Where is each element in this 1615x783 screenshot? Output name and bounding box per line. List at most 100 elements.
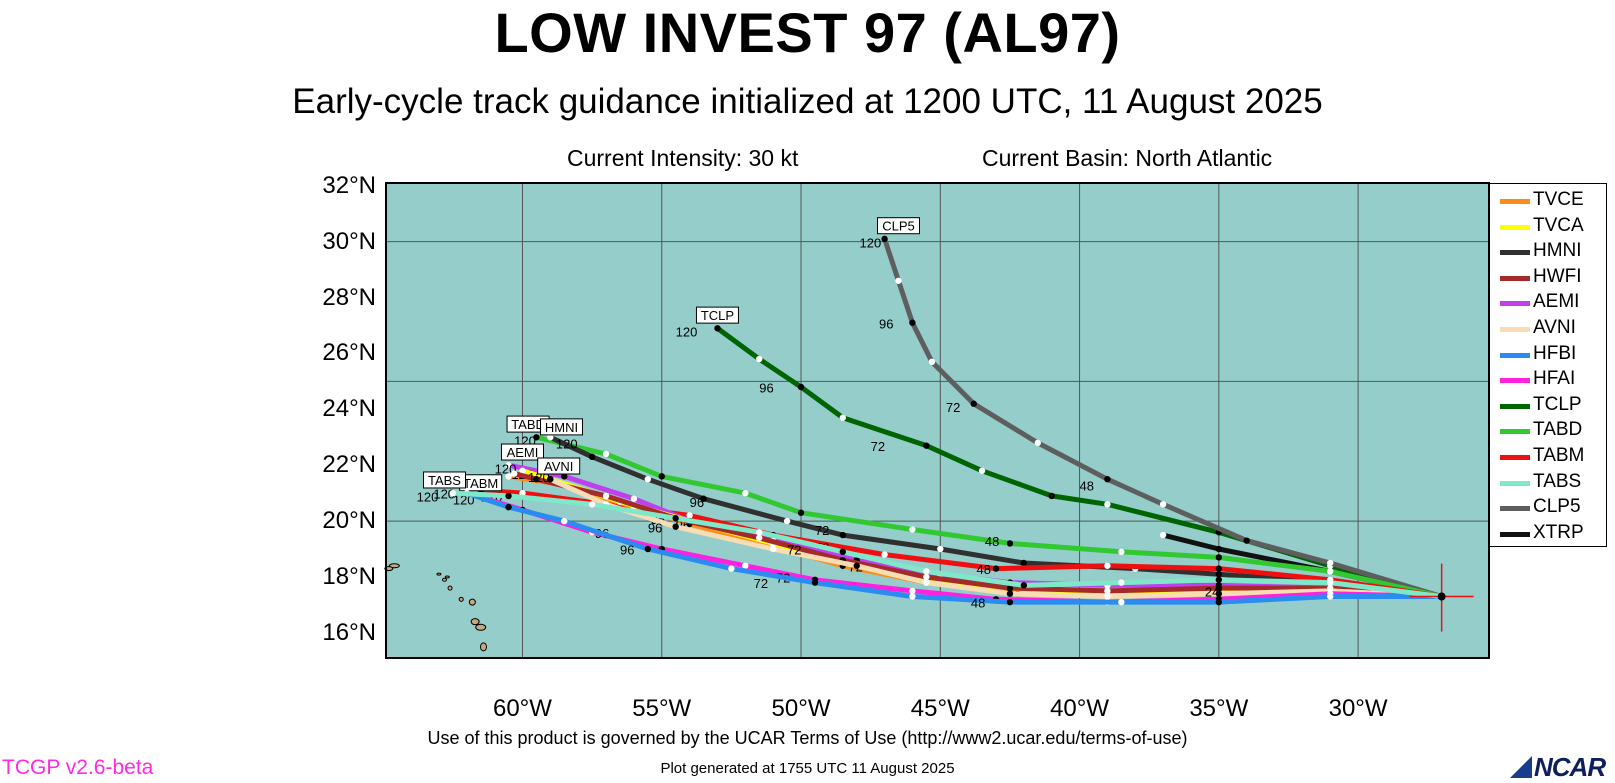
track-tag-box [877, 217, 921, 235]
legend-item-tabs: TABS [1490, 470, 1606, 496]
track-point [937, 545, 944, 553]
legend-swatch [1500, 327, 1530, 332]
track-point [714, 325, 721, 332]
legend-label: TVCA [1533, 214, 1584, 236]
forecast-hour-label: 120 [495, 462, 517, 477]
track-point [658, 473, 665, 480]
legend-label: AEMI [1533, 291, 1580, 313]
track-point [1215, 584, 1223, 592]
ncar-logo-mark [1510, 756, 1532, 778]
track-point [1215, 565, 1223, 572]
track-point [561, 473, 568, 480]
track-point [1020, 559, 1028, 567]
longitude-tick-label: 45°W [910, 695, 970, 722]
longitude-tick-label: 60°W [492, 695, 552, 722]
terms-of-use: Use of this product is governed by the U… [427, 728, 1188, 748]
track-tag-label: TABS [428, 473, 461, 488]
track-point [510, 470, 518, 477]
track-point [839, 414, 846, 421]
track-point [1215, 590, 1223, 597]
island-shape [441, 577, 447, 582]
latitude-tick-label: 28°N [322, 283, 376, 311]
model-legend: TVCE TVCA HMNI HWFI AEMI AVNI HFBI HFAI TCLP TABD… [1489, 183, 1607, 547]
track-point [1327, 579, 1334, 586]
track-point [895, 277, 902, 284]
track-point [811, 579, 819, 586]
track-point [923, 442, 930, 449]
track-point [449, 489, 457, 497]
legend-item-clp5: CLP5 [1490, 495, 1606, 521]
legend-item-tabm: TABM [1490, 444, 1606, 470]
track-point [1327, 593, 1334, 600]
legend-label: HMNI [1533, 240, 1582, 262]
island-shape [479, 642, 487, 652]
legend-label: TABM [1533, 445, 1585, 466]
track-hfbi [464, 490, 1445, 605]
track-point [519, 467, 526, 474]
track-point [797, 383, 805, 391]
forecast-hour-label: 96 [648, 520, 662, 535]
latitude-tick-label: 32°N [322, 171, 376, 199]
track-point [728, 565, 735, 572]
legend-swatch [1500, 250, 1530, 256]
track-point [1118, 579, 1125, 586]
legend-swatch [1500, 429, 1530, 435]
legend-label: TABS [1533, 470, 1582, 492]
forecast-hour-label: 48 [971, 596, 985, 611]
track-point [1215, 598, 1223, 606]
island-shape [468, 598, 476, 606]
track-point [1215, 570, 1223, 578]
track-tag-label: HMNI [545, 420, 578, 435]
legend-item-hfbi: HFBI [1490, 342, 1606, 368]
legend-swatch [1500, 275, 1530, 281]
latitude-tick-label: 22°N [322, 451, 376, 479]
track-point [533, 434, 540, 441]
forecast-hour-label: 120 [860, 235, 882, 250]
forecast-hour-label: 48 [985, 534, 999, 549]
track-point [1006, 598, 1014, 606]
legend-label: TVCE [1533, 189, 1584, 210]
track-point [909, 319, 916, 326]
legend-swatch [1500, 531, 1530, 537]
current-intensity: Current Intensity: 30 kt [567, 145, 799, 171]
island-shape [444, 575, 450, 579]
forecast-hour-label: 120 [556, 436, 578, 451]
legend-item-tclp: TCLP [1490, 393, 1606, 419]
longitude-tick-label: 40°W [1050, 695, 1110, 722]
forecast-hour-label: 120 [433, 487, 455, 502]
legend-item-tabd: TABD [1490, 418, 1606, 444]
track-point [1327, 568, 1334, 575]
track-point [630, 495, 638, 502]
legend-swatch [1500, 224, 1530, 230]
legend-item-tvce: TVCE [1490, 188, 1606, 214]
legend-swatch [1500, 352, 1530, 358]
track-tag-label: TCLP [701, 308, 734, 323]
track-point [505, 473, 512, 480]
track-point [909, 593, 916, 600]
latitude-tick-label: 26°N [322, 339, 376, 367]
current-basin: Current Basin: North Atlantic [982, 145, 1273, 171]
legend-label: HWFI [1533, 265, 1582, 287]
track-point [1215, 545, 1223, 553]
legend-label: HFAI [1533, 368, 1576, 390]
track-point [547, 434, 554, 441]
forecast-hour-label: 120 [417, 490, 439, 505]
track-point [797, 509, 805, 516]
longitude-tick-label: 55°W [632, 695, 692, 722]
track-tag-box [537, 457, 581, 475]
track-point [1118, 548, 1125, 556]
legend-item-hfai: HFAI [1490, 367, 1606, 393]
track-point [923, 568, 930, 575]
chart-subtitle: Early-cycle track guidance initialized a… [292, 82, 1323, 121]
forecast-hour-label: 72 [946, 400, 960, 415]
track-point [853, 562, 860, 569]
legend-swatch [1500, 455, 1530, 460]
track-point [602, 492, 610, 500]
track-point [686, 512, 693, 519]
latitude-tick-label: 18°N [322, 562, 376, 590]
track-point [602, 450, 610, 458]
track-point [1034, 439, 1041, 447]
legend-item-hmni: HMNI [1490, 239, 1606, 265]
ncar-logo-text: NCAR [1534, 752, 1606, 782]
